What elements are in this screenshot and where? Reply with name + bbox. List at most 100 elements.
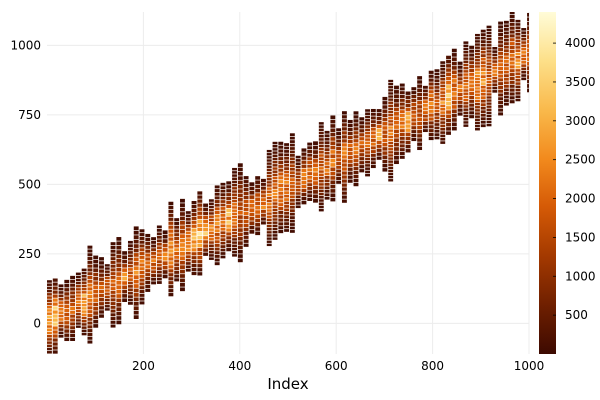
- heatmap-cell: [214, 196, 220, 200]
- heatmap-cell: [498, 32, 504, 36]
- heatmap-cell: [301, 176, 307, 181]
- heatmap-cell: [110, 260, 116, 264]
- heatmap-cell: [365, 135, 370, 138]
- heatmap-cell: [301, 201, 307, 205]
- heatmap-cell: [509, 26, 515, 30]
- heatmap-cell: [509, 69, 515, 73]
- heatmap-cell: [232, 206, 237, 209]
- heatmap-cell: [151, 270, 156, 274]
- heatmap-cell: [185, 238, 191, 242]
- heatmap-cell: [214, 203, 220, 207]
- heatmap-cell: [301, 188, 307, 193]
- heatmap-cell: [122, 285, 128, 290]
- heatmap-cell: [295, 178, 301, 182]
- heatmap-cell: [475, 55, 480, 59]
- heatmap-cell: [156, 253, 162, 257]
- heatmap-cell: [382, 113, 388, 118]
- heatmap-cell: [469, 61, 475, 65]
- heatmap-cell: [145, 265, 151, 269]
- heatmap-cell: [220, 200, 226, 203]
- heatmap-cell: [388, 79, 394, 83]
- heatmap-cell: [266, 231, 272, 234]
- heatmap-cell: [272, 154, 278, 158]
- heatmap-cell: [272, 218, 278, 221]
- y-tick-label: 250: [18, 247, 41, 261]
- heatmap-cell: [139, 244, 145, 248]
- heatmap-cell: [203, 232, 209, 236]
- heatmap-cell: [428, 90, 434, 94]
- heatmap-cell: [399, 155, 405, 159]
- heatmap-cell: [232, 241, 237, 244]
- heatmap-cell: [399, 140, 405, 144]
- heatmap-cell: [330, 137, 336, 141]
- heatmap-cell: [139, 240, 145, 244]
- heatmap-cell: [197, 219, 203, 223]
- heatmap-cell: [480, 78, 486, 82]
- heatmap-cell: [515, 59, 521, 62]
- heatmap-cell: [232, 180, 237, 184]
- heatmap-cell: [330, 193, 336, 198]
- heatmap-cell: [451, 61, 457, 66]
- heatmap-cell: [359, 117, 365, 121]
- heatmap-cell: [503, 88, 509, 92]
- heatmap-cell: [70, 322, 76, 326]
- heatmap-cell: [52, 346, 58, 350]
- heatmap-cell: [365, 164, 370, 167]
- heatmap-cell: [197, 207, 203, 211]
- heatmap-cell: [509, 96, 515, 100]
- x-tick-label: 200: [132, 359, 155, 373]
- heatmap-cell: [180, 207, 185, 212]
- heatmap-cell: [151, 281, 156, 285]
- heatmap-cell: [353, 178, 359, 183]
- heatmap-cell: [411, 98, 417, 103]
- heatmap-cell: [405, 107, 411, 112]
- heatmap-cell: [243, 219, 249, 224]
- heatmap-cell: [99, 269, 104, 273]
- heatmap-cell: [214, 262, 220, 266]
- heatmap-cell: [382, 126, 388, 130]
- heatmap-cell: [451, 53, 457, 57]
- heatmap-cell: [463, 41, 469, 44]
- heatmap-cell: [93, 302, 99, 307]
- heatmap-cell: [521, 70, 527, 74]
- heatmap-cell: [174, 236, 180, 241]
- heatmap-cell: [284, 146, 290, 150]
- heatmap-cell: [289, 223, 295, 226]
- heatmap-cell: [249, 204, 255, 208]
- heatmap-cell: [214, 236, 220, 240]
- heatmap-cell: [440, 141, 446, 144]
- heatmap-cell: [434, 136, 440, 140]
- heatmap-cell: [341, 143, 347, 147]
- heatmap-cell: [168, 241, 174, 245]
- heatmap-cell: [388, 110, 394, 114]
- heatmap-cell: [475, 52, 480, 56]
- heatmap-cell: [422, 107, 428, 111]
- heatmap-cell: [139, 289, 145, 294]
- heatmap-cell: [382, 159, 388, 164]
- heatmap-cell: [133, 239, 139, 244]
- heatmap-cell: [475, 112, 480, 115]
- heatmap-cell: [394, 133, 399, 138]
- heatmap-cell: [185, 234, 191, 238]
- heatmap-cell: [341, 111, 347, 115]
- heatmap-cell: [214, 221, 220, 225]
- heatmap-cell: [480, 71, 486, 75]
- heatmap-cell: [324, 141, 330, 145]
- heatmap-cell: [527, 17, 529, 22]
- heatmap-cell: [295, 172, 301, 175]
- heatmap-cell: [87, 253, 93, 257]
- heatmap-cell: [457, 77, 463, 81]
- heatmap-cell: [405, 112, 411, 116]
- heatmap-cell: [133, 301, 139, 306]
- heatmap-cell: [232, 199, 237, 203]
- heatmap-cell: [255, 184, 261, 189]
- heatmap-cell: [174, 267, 180, 271]
- heatmap-cell: [174, 244, 180, 248]
- heatmap-cell: [382, 96, 388, 101]
- heatmap-cell: [388, 166, 394, 170]
- heatmap-cell: [399, 106, 405, 110]
- heatmap-cell: [272, 180, 278, 183]
- heatmap-cell: [75, 281, 81, 285]
- heatmap-cell: [411, 137, 417, 142]
- heatmap-cell: [475, 62, 480, 65]
